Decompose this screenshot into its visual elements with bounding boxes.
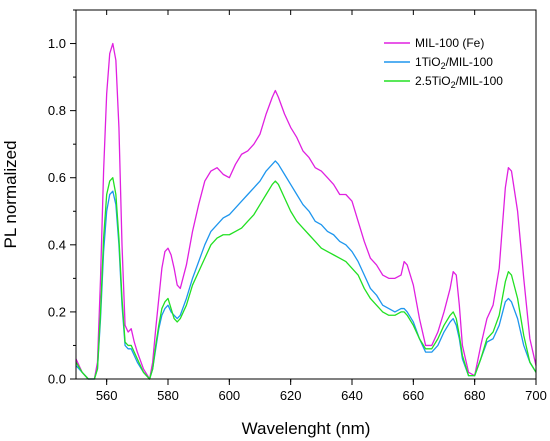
series-line-1 xyxy=(75,42,537,380)
y-tick-label: 1.0 xyxy=(48,36,66,51)
x-tick-label: 600 xyxy=(218,388,240,403)
x-tick-label: 660 xyxy=(402,388,424,403)
x-tick-label: 700 xyxy=(525,388,547,403)
x-axis-title: Wavelenght (nm) xyxy=(242,419,371,438)
x-tick-label: 580 xyxy=(157,388,179,403)
legend-entry: 2.5TiO2/MIL-100 xyxy=(415,74,503,90)
series-line-2 xyxy=(75,160,537,380)
y-tick-label: 0.0 xyxy=(48,372,66,387)
series-line-3 xyxy=(75,177,537,380)
plot-frame xyxy=(75,9,537,380)
y-tick-label: 0.4 xyxy=(48,237,66,252)
y-tick-label: 0.8 xyxy=(48,103,66,118)
x-tick-label: 560 xyxy=(96,388,118,403)
x-tick-label: 680 xyxy=(464,388,486,403)
legend-entry: MIL-100 (Fe) xyxy=(415,36,484,50)
series-lines xyxy=(75,42,537,380)
y-axis-title: PL normalized xyxy=(1,140,20,248)
y-tick-label: 0.2 xyxy=(48,304,66,319)
x-tick-label: 620 xyxy=(280,388,302,403)
legend-entry: 1TiO2/MIL-100 xyxy=(415,55,493,71)
x-tick-label: 640 xyxy=(341,388,363,403)
axis-ticks: 560 580 600 620 640 660 680 700 0.0 0.2 0.4 0.6 0.8 1… xyxy=(48,9,547,403)
legend: MIL-100 (Fe) 1TiO2/MIL-100 2.5TiO2/MIL-100 xyxy=(384,36,503,90)
y-tick-label: 0.6 xyxy=(48,170,66,185)
